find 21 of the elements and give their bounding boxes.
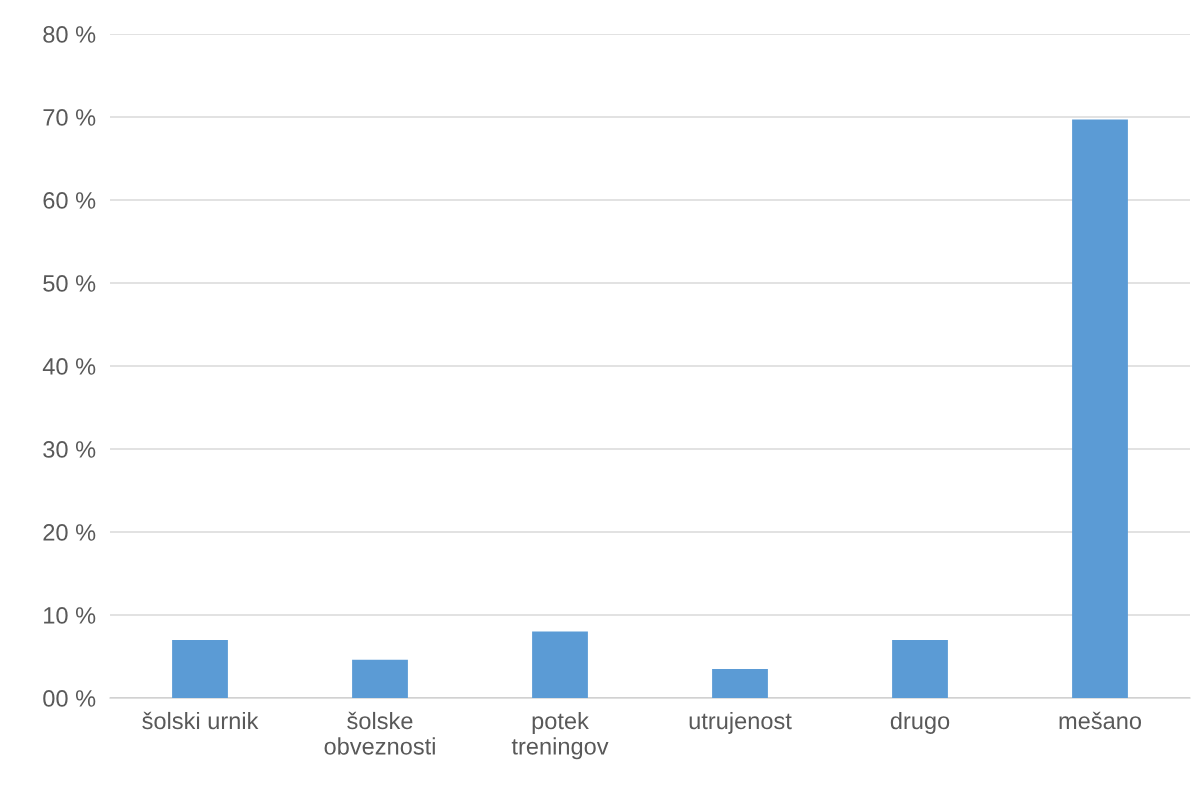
x-tick-label: mešano (1059, 711, 1142, 730)
y-tick-label: 10 % (44, 607, 96, 624)
x-tick-label: drugo (890, 711, 950, 734)
y-tick-label: 30 % (43, 441, 96, 458)
bar (892, 639, 948, 698)
bar (712, 668, 768, 698)
y-tick-label: 40 % (42, 358, 96, 375)
y-tick-label: 50 % (43, 275, 96, 292)
bar (532, 631, 588, 698)
bar (172, 639, 228, 698)
bar (1072, 119, 1128, 698)
x-tick-label: šolske obveznosti (324, 711, 435, 755)
bar (352, 659, 408, 698)
y-tick-label: 20 % (43, 524, 96, 541)
y-tick-label: 60 % (43, 192, 96, 209)
y-tick-label: 80 % (43, 26, 96, 43)
x-tick-label: potek treningov (511, 711, 609, 760)
y-tick-label: 00 % (43, 690, 96, 707)
x-tick-label: utrujenost (689, 711, 792, 734)
y-tick-label: 70 % (43, 109, 96, 126)
x-tick-label: šolski urnik (142, 711, 259, 730)
